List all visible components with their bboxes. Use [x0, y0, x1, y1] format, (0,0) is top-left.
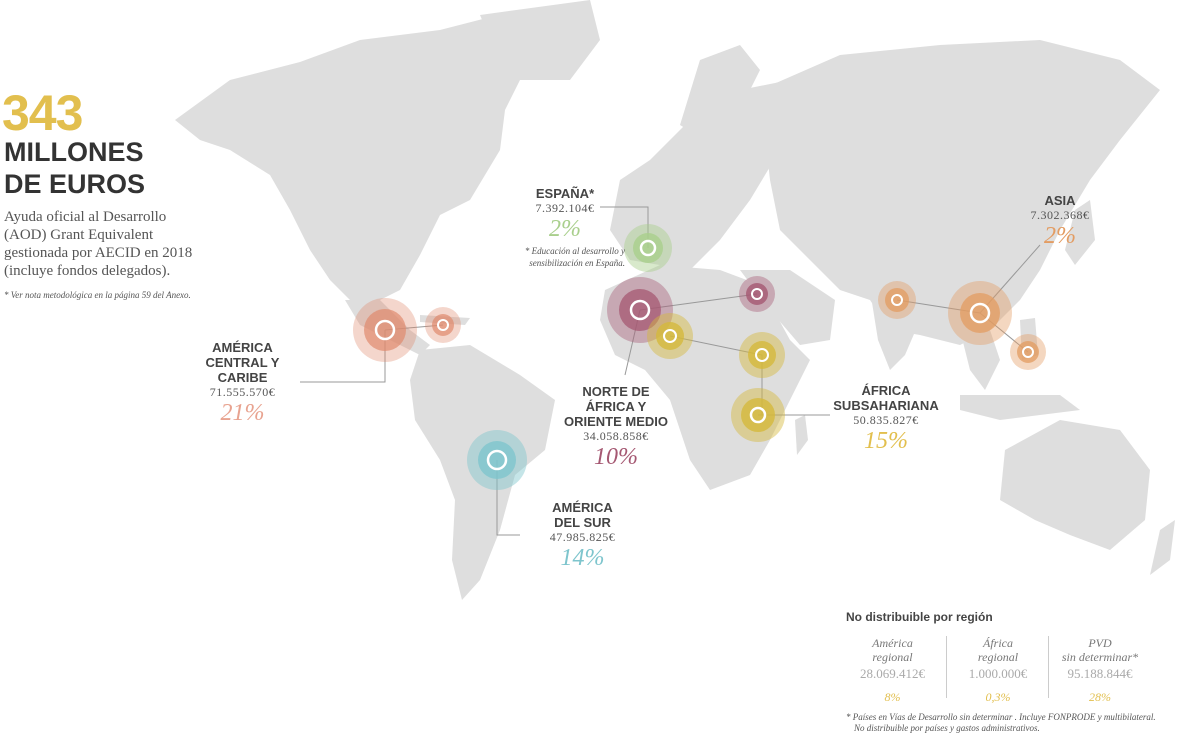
norte-africa-pct: 10%	[594, 444, 638, 470]
bubble-sahel-mid	[656, 322, 684, 350]
espana-pct: 2%	[549, 216, 581, 242]
greenland-shape	[480, 0, 600, 80]
bubble-caribbean-ring	[437, 319, 449, 331]
bubble-america-central-mid	[364, 309, 406, 351]
nd-col-america: América regional 28.069.412€ 8%	[845, 636, 940, 705]
nd-pvd-pct: 28%	[1089, 690, 1111, 704]
america-sur-amount: 47.985.825€	[549, 530, 616, 544]
espana-amount: 7.392.104€	[535, 201, 595, 215]
bubble-philippines-mid	[1017, 341, 1039, 363]
bubble-east-africa-mid	[748, 341, 776, 369]
label-america-sur: AMÉRICA DEL SUR 47.985.825€ 14%	[530, 500, 635, 572]
japan-shape	[1065, 200, 1095, 265]
continents	[175, 0, 1175, 600]
america-sur-name: AMÉRICA DEL SUR	[552, 500, 613, 530]
label-america-central: AMÉRICA CENTRAL Y CARIBE 71.555.570€ 21%	[190, 340, 295, 427]
headline-unit-line1: MILLONES	[4, 137, 144, 167]
bubble-philippines-ring	[1022, 346, 1034, 358]
bubble-subsahariana-mid	[741, 398, 775, 432]
madagascar-shape	[795, 415, 808, 455]
nd-pvd-label: PVD sin determinar*	[1061, 636, 1139, 664]
new-zealand-shape	[1150, 520, 1175, 575]
nd-col-africa: África regional 1.000.000€ 0,3%	[952, 636, 1044, 705]
bubble-oriente-ring	[751, 288, 763, 300]
headline-note: * Ver nota metodológica en la página 59 …	[4, 290, 191, 300]
bubble-asia-mid	[960, 293, 1000, 333]
bubble-caribbean-mid	[432, 314, 454, 336]
australia-shape	[1000, 420, 1150, 550]
bubble-america-central-ring	[374, 319, 396, 341]
nd-africa-label: África regional	[977, 636, 1019, 664]
africa-sub-name: ÁFRICA SUBSAHARIANA	[833, 383, 939, 413]
america-central-name: AMÉRICA CENTRAL Y CARIBE	[205, 340, 280, 385]
espana-note: * Educación al desarrollo y sensibilizac…	[524, 246, 625, 268]
norte-africa-amount: 34.058.858€	[583, 429, 649, 443]
label-africa-sub: ÁFRICA SUBSAHARIANA 50.835.827€ 15%	[826, 383, 946, 455]
headline-number: 343	[2, 85, 83, 141]
nd-america-pct: 8%	[884, 690, 901, 704]
asia-shape	[760, 40, 1160, 345]
scandinavia-shape	[680, 45, 760, 140]
nd-america-amount: 28.069.412€	[860, 666, 925, 681]
bubble-espana-ring	[639, 239, 657, 257]
bubble-asia-ring	[969, 302, 991, 324]
south-america-shape	[410, 345, 555, 600]
bubble-subsahariana-ring	[749, 406, 767, 424]
nd-pvd-amount: 95.188.844€	[1067, 666, 1133, 681]
bubble-sahel-ring	[663, 329, 677, 343]
uk-shape	[628, 165, 648, 205]
headline-description: Ayuda oficial al Desarrollo (AOD) Grant …	[4, 209, 193, 279]
nd-africa-amount: 1.000.000€	[968, 666, 1028, 681]
nd-america-label: América regional	[872, 636, 913, 664]
bubble-america-sur-mid	[478, 441, 516, 479]
nd-separator	[1048, 636, 1049, 698]
nd-col-pvd: PVD sin determinar* 95.188.844€ 28%	[1050, 636, 1150, 705]
asia-amount: 7.302.368€	[1030, 208, 1090, 222]
africa-sub-amount: 50.835.827€	[853, 413, 919, 427]
nd-footnote-line1: * Países en Vías de Desarrollo sin deter…	[846, 712, 1156, 722]
bubble-norte-africa-ring	[629, 299, 651, 321]
label-espana: ESPAÑA* 7.392.104€ 2%	[500, 186, 630, 243]
line-america-sur	[496, 460, 520, 536]
bubble-india-ring	[891, 294, 903, 306]
espana-name: ESPAÑA*	[535, 186, 595, 201]
nd-africa-pct: 0,3%	[985, 690, 1011, 704]
southeast-asia-shape	[960, 330, 1000, 390]
label-norte-africa: NORTE DE ÁFRICA Y ORIENTE MEDIO 34.058.8…	[556, 384, 676, 471]
bubble-norte-africa-mid	[619, 289, 661, 331]
bubble-america-sur-ring	[486, 449, 508, 471]
america-central-amount: 71.555.570€	[209, 385, 276, 399]
indonesia-shape	[960, 395, 1080, 420]
nd-separator	[946, 636, 947, 698]
no-distribuible-title: No distribuible por región	[846, 610, 993, 624]
nd-footnote: * Países en Vías de Desarrollo sin deter…	[846, 712, 1196, 734]
norte-africa-name: NORTE DE ÁFRICA Y ORIENTE MEDIO	[563, 384, 668, 429]
north-america-shape	[175, 12, 540, 300]
africa-sub-pct: 15%	[864, 428, 908, 454]
headline-unit-line2: DE EUROS	[4, 169, 146, 199]
label-asia: ASIA 7.302.368€ 2%	[1000, 193, 1120, 250]
india-shape	[870, 290, 920, 370]
bubble-india-mid	[885, 288, 909, 312]
asia-pct: 2%	[1044, 223, 1076, 249]
america-central-pct: 21%	[220, 400, 265, 426]
bubble-oriente-mid	[746, 283, 768, 305]
bubble-espana-mid	[633, 233, 663, 263]
region-bubbles	[353, 224, 1046, 490]
america-sur-pct: 14%	[560, 545, 605, 571]
nd-footnote-line2: No distribuible por países y gastos admi…	[854, 723, 1040, 733]
europe-shape	[610, 80, 790, 270]
asia-name: ASIA	[1044, 193, 1076, 208]
bubble-east-africa-ring	[755, 348, 769, 362]
